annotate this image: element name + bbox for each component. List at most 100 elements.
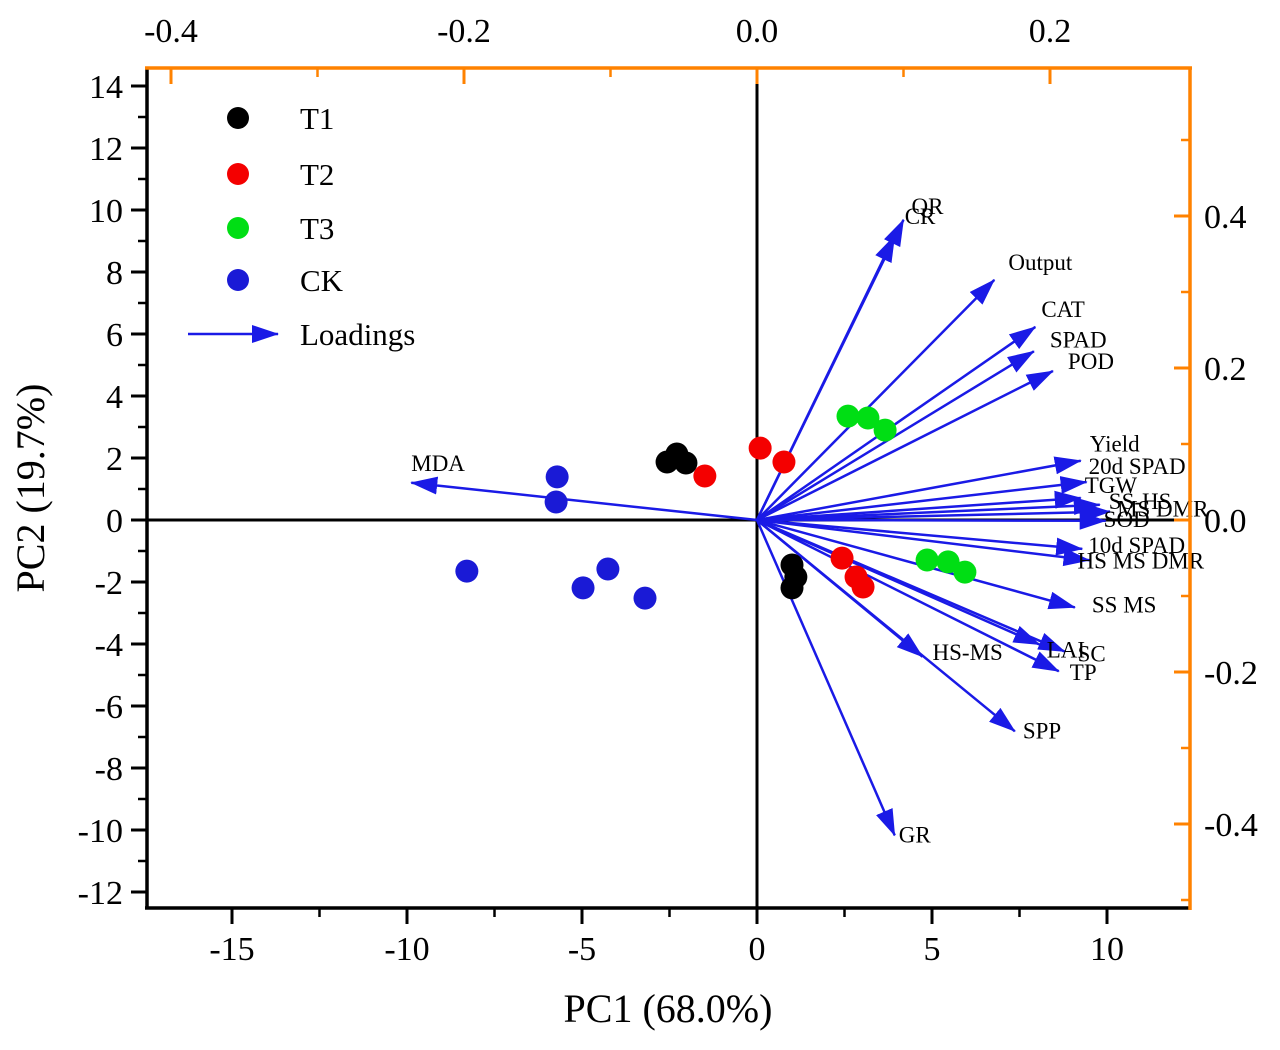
top-tick-label: 0.0 (736, 13, 779, 50)
right-tick-label: -0.2 (1204, 655, 1258, 692)
y-tick-label: -4 (95, 627, 123, 664)
loading-arrow (756, 278, 996, 521)
top-tick-label: -0.2 (437, 13, 491, 50)
legend-label-loadings: Loadings (300, 317, 415, 352)
legend-marker-T2 (227, 163, 249, 185)
loading-arrow (756, 325, 1037, 522)
y-tick-label: 10 (89, 193, 123, 230)
loading-label: Yield (1090, 432, 1140, 457)
top-tick-label: 0.2 (1029, 13, 1072, 50)
scatter-point-T2 (830, 546, 854, 570)
y-tick-label: 6 (106, 317, 123, 354)
x-tick-label: 0 (749, 931, 766, 968)
loading-label: POD (1068, 349, 1114, 374)
legend-label-T3: T3 (300, 211, 334, 246)
loading-arrow (756, 518, 1091, 567)
y-tick-label: 2 (106, 441, 123, 478)
scatter-point-T3 (953, 560, 977, 584)
loading-arrow (756, 456, 1082, 522)
scatter-point-CK (596, 557, 620, 581)
scatter-point-T1 (780, 576, 804, 600)
legend-marker-CK (227, 269, 249, 291)
legend-label-T1: T1 (300, 101, 334, 136)
y-tick-label: 0 (106, 503, 123, 540)
scatter-point-CK (633, 586, 657, 610)
y-tick-label: -2 (95, 565, 123, 602)
scatter-point-T2 (851, 575, 875, 599)
loading-arrow (756, 350, 1035, 522)
scatter-point-T2 (772, 450, 796, 474)
loading-label: HS MS DMR (1078, 548, 1205, 573)
loading-label: Output (1008, 250, 1073, 275)
legend-marker-T1 (227, 107, 249, 129)
right-tick-label: 0.4 (1204, 199, 1247, 236)
top-tick-label: -0.4 (144, 13, 198, 50)
scatter-point-CK (545, 465, 569, 489)
loading-label: SS MS (1092, 592, 1157, 617)
scatter-point-T2 (748, 436, 772, 460)
scatter-point-T3 (856, 406, 880, 430)
right-tick-label: 0.0 (1204, 503, 1247, 540)
x-axis-title: PC1 (68.0%) (564, 986, 773, 1031)
legend-label-CK: CK (300, 263, 344, 298)
loading-arrow (756, 519, 1016, 733)
loading-arrow (756, 503, 1112, 522)
legend-label-T2: T2 (300, 157, 334, 192)
loading-label: QR (912, 194, 945, 219)
y-tick-label: 8 (106, 255, 123, 292)
loading-arrow (755, 519, 896, 837)
axis-ticks (131, 68, 1190, 924)
loading-label: CR (905, 204, 936, 229)
y-tick-label: 14 (89, 69, 123, 106)
loading-label: SOD (1104, 507, 1150, 532)
y-tick-label: -10 (78, 813, 123, 850)
loading-arrow (756, 490, 1082, 522)
loading-label: SC (1078, 641, 1106, 666)
loading-label: TP (1070, 660, 1097, 685)
scatter-point-T3 (915, 548, 939, 572)
scatter-point-T2 (693, 464, 717, 488)
loading-arrow (756, 476, 1088, 522)
loading-arrow (410, 476, 758, 522)
right-tick-label: -0.4 (1204, 807, 1258, 844)
legend: T1 T2 T3 CK Loadings (188, 101, 415, 352)
loading-arrow (756, 369, 1054, 522)
y-axis-title: PC2 (19.7%) (8, 384, 53, 593)
loading-label: SPP (1023, 718, 1061, 743)
loading-label: TGW (1085, 473, 1138, 498)
loading-label: LAI (1047, 638, 1085, 663)
loading-label: GR (899, 822, 932, 847)
right-tick-label: 0.2 (1204, 351, 1247, 388)
legend-marker-T3 (227, 217, 249, 239)
loading-arrow (756, 518, 1066, 653)
y-tick-label: 12 (89, 131, 123, 168)
x-tick-label: -10 (384, 931, 429, 968)
loading-arrow (756, 518, 1076, 610)
x-tick-label: 5 (924, 931, 941, 968)
x-tick-label: -15 (209, 931, 254, 968)
x-tick-label: -5 (568, 931, 596, 968)
loading-label: MS DMR (1117, 497, 1209, 522)
loading-arrows (410, 218, 1112, 837)
loading-label: SPAD (1050, 327, 1107, 352)
y-tick-label: -12 (78, 875, 123, 912)
loading-arrow (756, 518, 1060, 673)
loading-label: 20d SPAD (1089, 454, 1186, 479)
loading-label: MDA (411, 451, 465, 476)
scatter-point-CK (544, 490, 568, 514)
scatter-point-T3 (873, 418, 897, 442)
axis-tick-labels: -15 -10 -5 0 5 10 14 12 10 8 6 4 2 0 -2 -4 -6 -8 -10 -12 -0.… (78, 13, 1258, 968)
scatter-point-CK (455, 559, 479, 583)
x-tick-label: 10 (1090, 931, 1124, 968)
loading-label: CAT (1041, 297, 1084, 322)
scatter-point-T3 (836, 404, 860, 428)
loading-label: SS-HS (1109, 489, 1172, 514)
loading-arrow (756, 518, 1084, 556)
loading-label: HS-MS (933, 640, 1003, 665)
scatter-point-CK (571, 576, 595, 600)
loading-label: 10d SPAD (1088, 533, 1185, 558)
y-tick-label: 4 (106, 379, 123, 416)
